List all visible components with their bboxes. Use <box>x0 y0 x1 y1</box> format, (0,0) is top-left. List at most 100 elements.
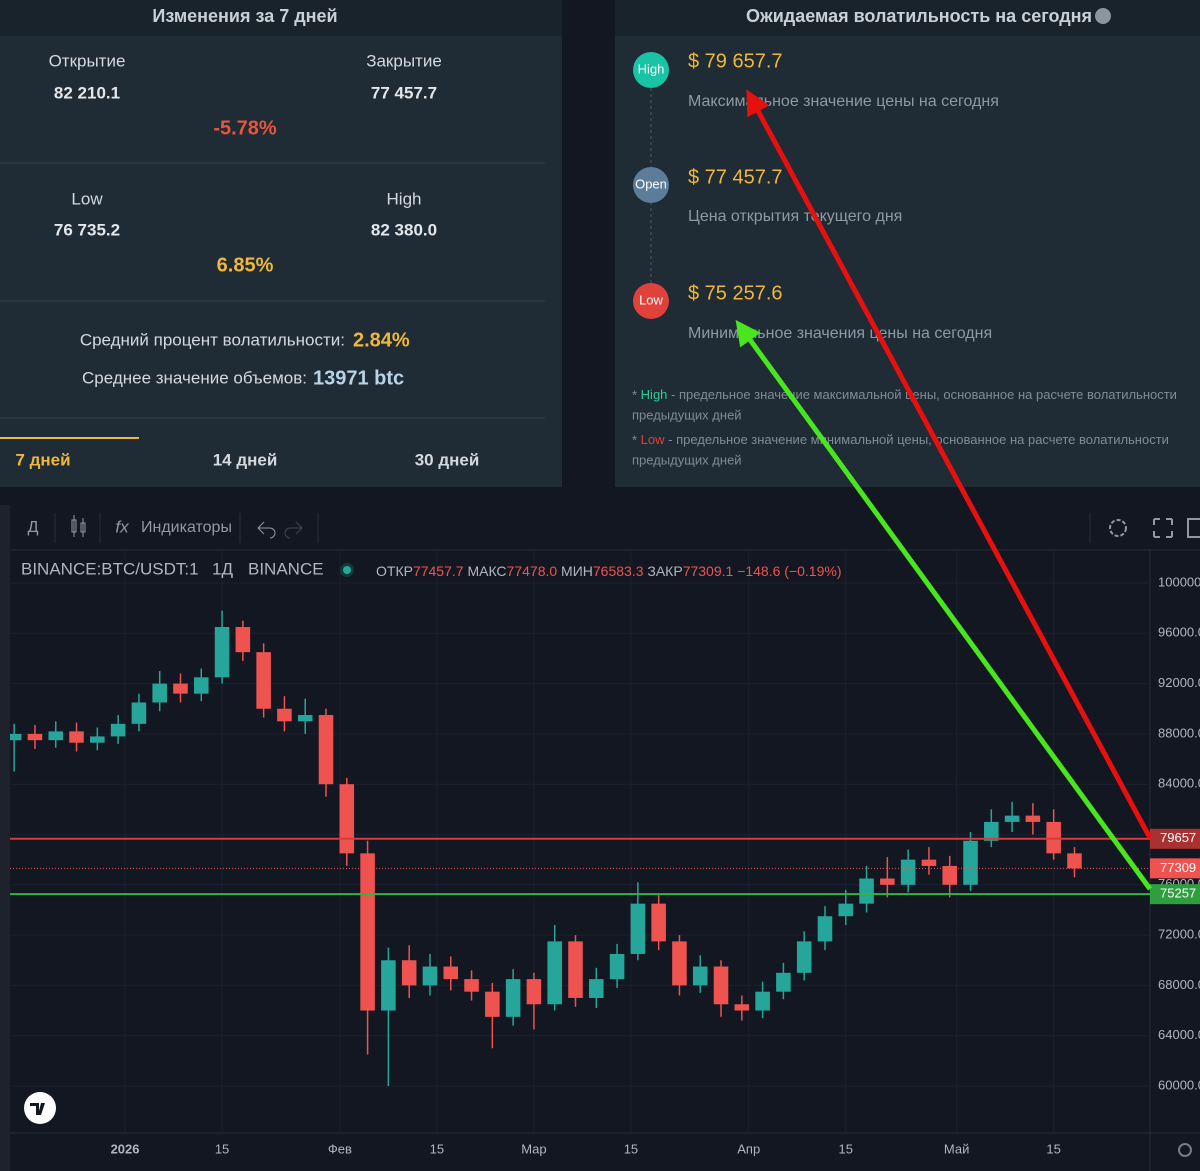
candle-body <box>401 960 417 986</box>
fx-icon[interactable]: fx <box>115 517 129 536</box>
active-tab-underline <box>0 437 139 439</box>
x-tick-label: Апр <box>737 1141 760 1156</box>
redo-icon[interactable] <box>284 521 303 539</box>
candle-body <box>193 677 209 694</box>
candle-body <box>589 979 604 998</box>
candle-body <box>235 627 251 653</box>
ohlc-label: МИН <box>561 563 593 579</box>
candle-body <box>984 821 999 841</box>
candle-body <box>734 1004 750 1011</box>
tab[interactable]: 14 дней <box>213 450 278 469</box>
high-label: High <box>387 189 422 208</box>
candle-body <box>776 972 791 992</box>
description: Цена открытия текущего дня <box>688 208 902 225</box>
candle-body <box>381 960 396 1011</box>
badge-text: Low <box>639 292 663 307</box>
status-dot <box>343 566 351 574</box>
tab[interactable]: 30 дней <box>415 450 480 469</box>
candle-body <box>339 784 355 854</box>
snapshot-icon[interactable] <box>1187 518 1200 538</box>
badge <box>633 52 669 88</box>
candle-body <box>1067 853 1082 869</box>
candle-body <box>48 731 64 741</box>
candle-body <box>152 683 167 703</box>
note-term: Low <box>641 432 665 447</box>
candle-body <box>526 979 542 1005</box>
symbol: BINANCE:BTC/USDT:1 <box>21 559 199 578</box>
candle-body <box>422 966 438 986</box>
range-value: 6.85% <box>217 254 274 276</box>
candles-icon[interactable] <box>71 515 86 537</box>
candle-body <box>318 715 334 785</box>
note-text: - предельное значение минимальной цены, … <box>665 432 1169 447</box>
candle-body <box>1004 815 1020 822</box>
price-value: $ 79 657.7 <box>688 50 783 72</box>
price-level-label: 79657 <box>1160 830 1196 845</box>
x-tick-label: Фев <box>328 1141 352 1156</box>
y-tick-label: 64000.0 <box>1158 1027 1200 1042</box>
candle-body <box>297 715 313 722</box>
candle-body <box>547 941 562 1005</box>
note-term: High <box>641 387 668 402</box>
candle-body <box>921 859 937 866</box>
note: предыдущих дней <box>632 452 742 467</box>
candle-body <box>1025 815 1041 822</box>
ohlc-value: 77457.7 <box>413 563 464 579</box>
low-label: Low <box>71 189 103 208</box>
y-tick-label: 96000.0 <box>1158 625 1200 640</box>
ohlc-value: 76583.3 <box>593 563 644 579</box>
annotation-arrow <box>746 89 1153 840</box>
ohlc-value: 77478.0 <box>507 563 558 579</box>
candle-body <box>1046 821 1061 854</box>
candle-body <box>692 966 708 986</box>
x-tick-label: 15 <box>839 1141 853 1156</box>
low-value: 76 735.2 <box>54 220 120 239</box>
time-axis: 2026 15 Фев 15 Мар 15 Апр 15 Май 15 <box>111 1141 1061 1156</box>
high-value: 82 380.0 <box>371 220 437 239</box>
open-value: 82 210.1 <box>54 83 120 102</box>
x-tick-label: 15 <box>1046 1141 1060 1156</box>
y-tick-label: 68000.0 <box>1158 977 1200 992</box>
x-tick-label: 15 <box>430 1141 444 1156</box>
fullscreen-icon[interactable] <box>1153 518 1173 538</box>
ohlc-label: ОТКР <box>376 563 413 579</box>
close-value: 77 457.7 <box>371 83 437 102</box>
grid-group <box>10 550 1150 1133</box>
undo-icon[interactable] <box>257 521 276 539</box>
left-panel <box>0 0 562 487</box>
candle-body <box>214 627 230 678</box>
price-level-label: 75257 <box>1160 886 1196 901</box>
x-tick-label: Май <box>944 1141 969 1156</box>
indicators-button[interactable]: Индикаторы <box>141 519 232 536</box>
candle-body <box>173 683 188 694</box>
note-text: - предельное значение максимальной цены,… <box>667 387 1177 402</box>
candle-body <box>90 736 105 743</box>
ohlc-value: 77309.1 <box>683 563 734 579</box>
candle-body <box>630 903 646 954</box>
left-header <box>0 0 562 36</box>
price-value: $ 77 457.7 <box>688 166 783 188</box>
candle-body <box>568 941 583 998</box>
axis-settings[interactable] <box>1178 1143 1192 1157</box>
badge-text: High <box>638 61 665 76</box>
candle-body <box>110 723 126 737</box>
candle-body <box>672 941 687 986</box>
ohlc-legend: ОТКР77457.7 МАКС77478.0 МИН76583.3 ЗАКР7… <box>376 563 841 579</box>
price-level-label: 77309 <box>1160 860 1196 875</box>
exchange: BINANCE <box>248 559 324 578</box>
tab[interactable]: 7 дней <box>15 450 70 469</box>
candle-body <box>817 916 833 942</box>
y-tick-label: 60000.0 <box>1158 1077 1200 1092</box>
right-panel <box>615 0 1200 487</box>
info-icon[interactable] <box>1095 8 1111 24</box>
candle-body <box>505 979 521 1017</box>
settings-icon[interactable] <box>1109 519 1127 537</box>
x-tick-label: 2026 <box>111 1141 140 1156</box>
volume-value: 13971 btc <box>313 367 404 389</box>
open-label: Открытие <box>49 51 126 70</box>
toolbar <box>0 505 1200 550</box>
interval-button[interactable]: Д <box>28 519 39 536</box>
candle-body <box>256 652 271 709</box>
annotation-arrow <box>735 319 1153 891</box>
